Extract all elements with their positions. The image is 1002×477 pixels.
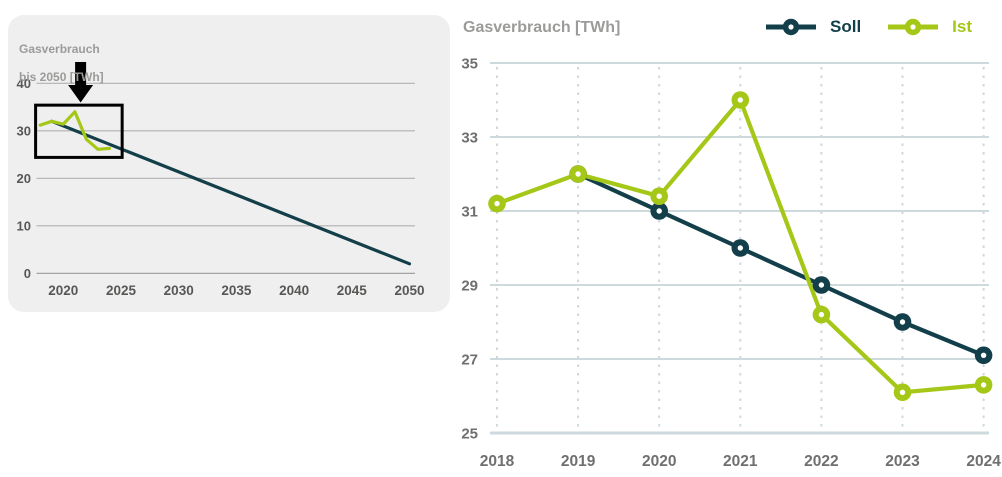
detail-series-soll-line (576, 171, 986, 358)
svg-text:2018: 2018 (480, 453, 515, 470)
overview-chart-title-line1: Gasverbrauch (19, 42, 100, 56)
detail-chart-panel: 25 27 29 31 33 35 2018 2019 2020 2021 2022 2023 2024… (440, 0, 1002, 477)
detail-series-ist-markers (488, 91, 993, 402)
svg-text:2035: 2035 (221, 283, 252, 298)
svg-text:35: 35 (461, 56, 478, 73)
svg-text:2025: 2025 (106, 283, 137, 298)
svg-text:27: 27 (461, 352, 478, 369)
svg-text:2019: 2019 (561, 453, 596, 470)
svg-text:2050: 2050 (394, 283, 424, 298)
svg-text:0: 0 (24, 266, 31, 281)
overview-series-ist (38, 110, 112, 151)
svg-text:40: 40 (17, 76, 31, 91)
legend-label-soll: Soll (830, 17, 862, 36)
down-arrow-icon (68, 62, 94, 103)
svg-text:10: 10 (17, 218, 31, 233)
legend-ist-line-icon (888, 18, 939, 36)
svg-text:2020: 2020 (48, 283, 78, 298)
svg-text:2045: 2045 (337, 283, 368, 298)
detail-chart: 25 27 29 31 33 35 2018 2019 2020 2021 2022 2023 2024 (461, 56, 1001, 471)
detail-chart-title: Gasverbrauch [TWh] (463, 19, 621, 36)
overview-chart-panel: 0 10 20 30 40 2020 2025 2030 2035 2040 2045 2050 Ga… (8, 15, 450, 312)
detail-axis-labels: 25 27 29 31 33 35 2018 2019 2020 2021 2022 2023 2024 (461, 56, 1001, 471)
highlight-box (34, 103, 124, 159)
overview-chart-title-line2: bis 2050 [TWh] (19, 70, 104, 84)
legend: Soll Ist (765, 17, 972, 37)
overview-gridlines (36, 82, 415, 274)
svg-text:2040: 2040 (279, 283, 309, 298)
svg-text:33: 33 (461, 130, 478, 147)
svg-text:29: 29 (461, 278, 478, 295)
svg-text:2021: 2021 (723, 453, 758, 470)
svg-text:2030: 2030 (164, 283, 194, 298)
svg-text:31: 31 (461, 204, 478, 221)
svg-text:25: 25 (461, 426, 478, 443)
legend-item-ist: Ist (887, 17, 972, 37)
overview-series-soll (50, 119, 412, 266)
svg-text:2022: 2022 (804, 453, 838, 470)
svg-text:2020: 2020 (642, 453, 676, 470)
overview-chart-title: Gasverbrauch bis 2050 [TWh] (19, 28, 104, 98)
legend-label-ist: Ist (952, 17, 973, 36)
legend-item-soll: Soll (765, 17, 861, 37)
detail-gridlines (490, 62, 989, 435)
legend-soll-line-icon (766, 18, 816, 36)
svg-text:30: 30 (17, 123, 31, 138)
svg-text:20: 20 (17, 171, 31, 186)
svg-text:2024: 2024 (966, 453, 1001, 470)
svg-text:2023: 2023 (885, 453, 920, 470)
